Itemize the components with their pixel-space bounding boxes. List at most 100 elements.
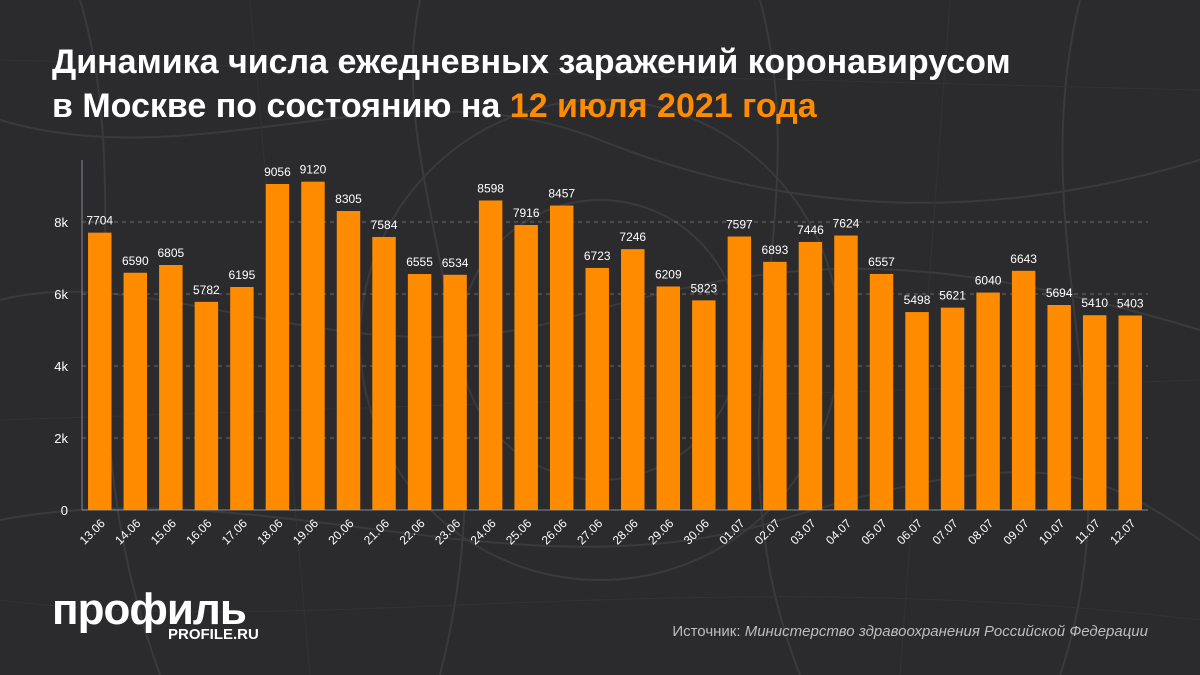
bar: [194, 301, 219, 510]
x-tick-label: 17.06: [219, 516, 250, 547]
data-label: 6557: [868, 255, 895, 269]
bar: [692, 300, 716, 510]
title-line-1: Динамика числа ежедневных заражений коро…: [52, 43, 1011, 81]
bar: [834, 235, 858, 510]
x-tick-label: 01.07: [716, 516, 747, 547]
x-tick-label: 08.07: [965, 516, 996, 547]
bar: [407, 274, 432, 510]
data-label: 6893: [762, 243, 789, 257]
bar: [230, 286, 254, 510]
y-tick-label: 0: [61, 503, 68, 518]
x-tick-label: 05.07: [858, 516, 889, 547]
bar: [798, 241, 823, 510]
data-label: 7246: [619, 230, 646, 244]
x-tick-label: 19.06: [290, 516, 321, 547]
y-tick-label: 2k: [54, 431, 68, 446]
source-note: Источник: Министерство здравоохранения Р…: [672, 622, 1148, 642]
bar: [1011, 270, 1036, 510]
bar: [656, 286, 681, 510]
x-tick-label: 16.06: [183, 516, 214, 547]
x-tick-label: 24.06: [468, 516, 499, 547]
bar: [585, 267, 609, 510]
x-tick-label: 15.06: [148, 516, 179, 547]
bar: [763, 261, 787, 510]
bar: [905, 312, 929, 510]
bar: [727, 236, 752, 510]
bar: [265, 183, 290, 510]
data-label: 6534: [442, 256, 469, 270]
bar: [478, 200, 503, 511]
data-label: 5498: [904, 293, 931, 307]
bar: [88, 232, 112, 510]
x-tick-label: 26.06: [539, 516, 570, 547]
bar: [514, 225, 538, 511]
bar: [123, 272, 148, 510]
x-tick-label: 13.06: [77, 516, 108, 547]
bar: [1082, 315, 1107, 510]
bar: [301, 181, 325, 510]
data-label: 6723: [584, 249, 611, 263]
bar: [372, 236, 396, 510]
data-label: 7624: [833, 217, 860, 231]
data-label: 5782: [193, 283, 220, 297]
data-label: 7584: [371, 218, 398, 232]
y-tick-label: 4k: [54, 359, 68, 374]
x-tick-label: 21.06: [361, 516, 392, 547]
x-tick-label: 06.07: [894, 516, 925, 547]
x-tick-label: 09.07: [1001, 516, 1032, 547]
x-tick-label: 22.06: [397, 516, 428, 547]
bar: [621, 249, 645, 511]
y-tick-label: 6k: [54, 287, 68, 302]
profile-logo: профиль: [52, 585, 247, 634]
data-label: 6040: [975, 274, 1002, 288]
data-label: 5694: [1046, 286, 1073, 300]
x-tick-label: 11.07: [1072, 516, 1103, 547]
source-label: Источник:: [672, 623, 741, 640]
data-label: 5621: [939, 289, 966, 303]
bar: [443, 274, 467, 510]
data-label: 6590: [122, 254, 149, 268]
x-tick-label: 25.06: [503, 516, 534, 547]
x-tick-label: 29.06: [645, 516, 676, 547]
bar: [159, 265, 183, 510]
data-label: 6555: [406, 255, 433, 269]
title-date-accent: 12 июля 2021 года: [509, 87, 817, 125]
data-label: 8598: [477, 181, 504, 195]
data-label: 5410: [1081, 296, 1108, 310]
x-tick-label: 27.06: [574, 516, 605, 547]
data-label: 6195: [229, 268, 256, 282]
bar: [1118, 315, 1142, 510]
bar: [549, 205, 574, 510]
bar: [940, 307, 965, 510]
x-tick-label: 03.07: [787, 516, 818, 547]
data-label: 6805: [157, 246, 184, 260]
data-label: 7916: [513, 206, 540, 220]
x-tick-label: 18.06: [254, 516, 285, 547]
title-line-2-prefix: в Москве по состоянию на: [52, 87, 501, 125]
profile-site-label: PROFILE.RU: [168, 626, 259, 643]
x-tick-label: 20.06: [325, 516, 356, 547]
data-label: 9120: [300, 163, 327, 177]
bar: [976, 292, 1000, 510]
y-tick-label: 8k: [54, 215, 68, 230]
data-label: 6643: [1010, 252, 1037, 266]
data-label: 7597: [726, 218, 753, 232]
bar: [1047, 305, 1071, 510]
data-label: 6209: [655, 267, 682, 281]
x-tick-label: 04.07: [823, 516, 854, 547]
x-tick-label: 02.07: [752, 516, 783, 547]
data-label: 9056: [264, 165, 291, 179]
x-tick-label: 23.06: [432, 516, 463, 547]
data-label: 5823: [690, 281, 717, 295]
data-label: 7704: [86, 214, 113, 228]
x-tick-label: 07.07: [930, 516, 961, 547]
source-name: Министерство здравоохранения Российской …: [744, 623, 1148, 640]
data-label: 8457: [548, 187, 575, 201]
data-label: 5403: [1117, 296, 1144, 310]
bar: [869, 273, 894, 510]
x-tick-label: 28.06: [610, 516, 641, 547]
bar: [336, 211, 361, 510]
chart-title: Динамика числа ежедневных заражений коро…: [52, 40, 1162, 128]
x-tick-label: 30.06: [681, 516, 712, 547]
